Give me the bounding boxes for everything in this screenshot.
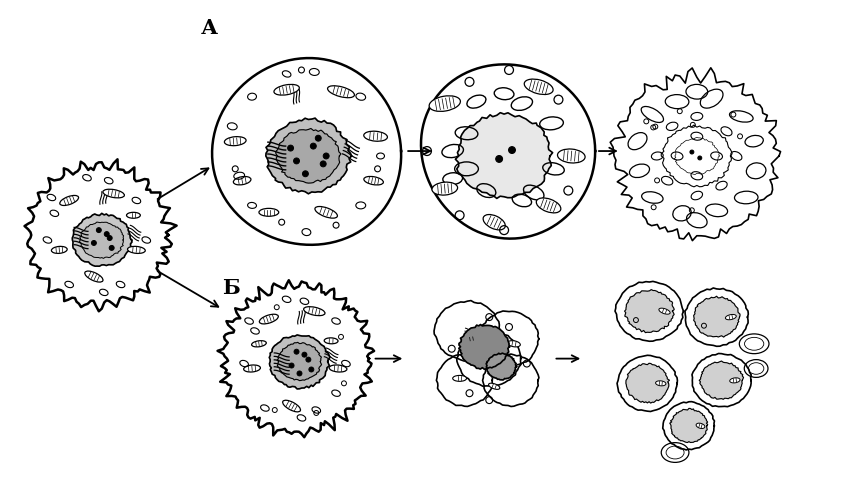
Ellipse shape — [364, 177, 383, 185]
Circle shape — [430, 300, 549, 418]
Ellipse shape — [557, 149, 585, 163]
Ellipse shape — [661, 443, 689, 462]
Polygon shape — [276, 129, 341, 183]
Ellipse shape — [432, 182, 458, 195]
Ellipse shape — [283, 400, 301, 412]
Polygon shape — [486, 353, 516, 380]
Circle shape — [104, 231, 109, 237]
Polygon shape — [617, 355, 677, 411]
Polygon shape — [72, 214, 132, 266]
Polygon shape — [625, 289, 674, 333]
Ellipse shape — [655, 381, 666, 386]
Circle shape — [294, 158, 300, 164]
Circle shape — [509, 146, 515, 154]
Circle shape — [109, 245, 114, 251]
Ellipse shape — [659, 308, 671, 314]
Polygon shape — [663, 402, 715, 450]
Ellipse shape — [536, 198, 561, 213]
Ellipse shape — [274, 84, 299, 95]
Polygon shape — [455, 113, 553, 198]
Ellipse shape — [488, 383, 500, 389]
Circle shape — [294, 349, 299, 354]
Ellipse shape — [524, 79, 553, 95]
Polygon shape — [610, 68, 780, 240]
Circle shape — [297, 371, 302, 376]
Polygon shape — [694, 296, 740, 337]
Circle shape — [302, 171, 308, 177]
Polygon shape — [674, 137, 719, 175]
Ellipse shape — [85, 271, 103, 282]
Polygon shape — [670, 408, 708, 443]
Ellipse shape — [251, 341, 267, 347]
Ellipse shape — [364, 131, 388, 141]
Circle shape — [306, 357, 311, 362]
Ellipse shape — [128, 246, 145, 253]
Circle shape — [310, 143, 316, 149]
Circle shape — [289, 363, 294, 368]
Circle shape — [309, 367, 314, 372]
Circle shape — [690, 150, 694, 154]
Ellipse shape — [315, 206, 337, 218]
Ellipse shape — [126, 212, 141, 218]
Circle shape — [320, 161, 326, 167]
Text: Б: Б — [222, 278, 240, 299]
Ellipse shape — [329, 365, 347, 372]
Circle shape — [302, 352, 307, 357]
Polygon shape — [79, 222, 124, 258]
Polygon shape — [436, 354, 492, 407]
Ellipse shape — [259, 208, 279, 216]
Ellipse shape — [696, 423, 705, 429]
Polygon shape — [661, 125, 732, 187]
Polygon shape — [25, 159, 176, 311]
Polygon shape — [699, 361, 744, 399]
Polygon shape — [434, 300, 500, 361]
Ellipse shape — [483, 215, 505, 230]
Circle shape — [288, 145, 294, 151]
Ellipse shape — [452, 375, 467, 381]
Ellipse shape — [325, 338, 338, 344]
Ellipse shape — [740, 334, 769, 354]
Circle shape — [107, 236, 112, 240]
Ellipse shape — [508, 341, 521, 347]
Polygon shape — [212, 58, 401, 245]
Ellipse shape — [51, 246, 67, 253]
Ellipse shape — [259, 314, 279, 324]
Circle shape — [315, 135, 321, 141]
Polygon shape — [459, 324, 509, 369]
Polygon shape — [626, 363, 670, 403]
Polygon shape — [421, 64, 596, 239]
Polygon shape — [277, 342, 321, 381]
Polygon shape — [266, 118, 352, 194]
Polygon shape — [457, 331, 521, 387]
Circle shape — [96, 228, 101, 233]
Ellipse shape — [465, 336, 477, 341]
Ellipse shape — [103, 189, 124, 198]
Polygon shape — [692, 353, 751, 407]
Circle shape — [698, 156, 702, 160]
Text: А: А — [200, 18, 218, 38]
Circle shape — [496, 156, 503, 162]
Polygon shape — [685, 288, 748, 346]
Ellipse shape — [224, 137, 246, 146]
Ellipse shape — [327, 86, 354, 98]
Ellipse shape — [244, 365, 261, 372]
Circle shape — [91, 240, 96, 245]
Ellipse shape — [729, 378, 740, 383]
Ellipse shape — [303, 307, 325, 316]
Ellipse shape — [725, 314, 736, 320]
Polygon shape — [269, 335, 330, 389]
Ellipse shape — [429, 96, 460, 111]
Ellipse shape — [60, 195, 78, 205]
Circle shape — [323, 153, 329, 159]
Polygon shape — [482, 354, 539, 407]
Ellipse shape — [233, 177, 251, 185]
Ellipse shape — [745, 360, 768, 377]
Polygon shape — [479, 311, 538, 367]
Polygon shape — [217, 280, 374, 437]
Polygon shape — [615, 281, 683, 341]
